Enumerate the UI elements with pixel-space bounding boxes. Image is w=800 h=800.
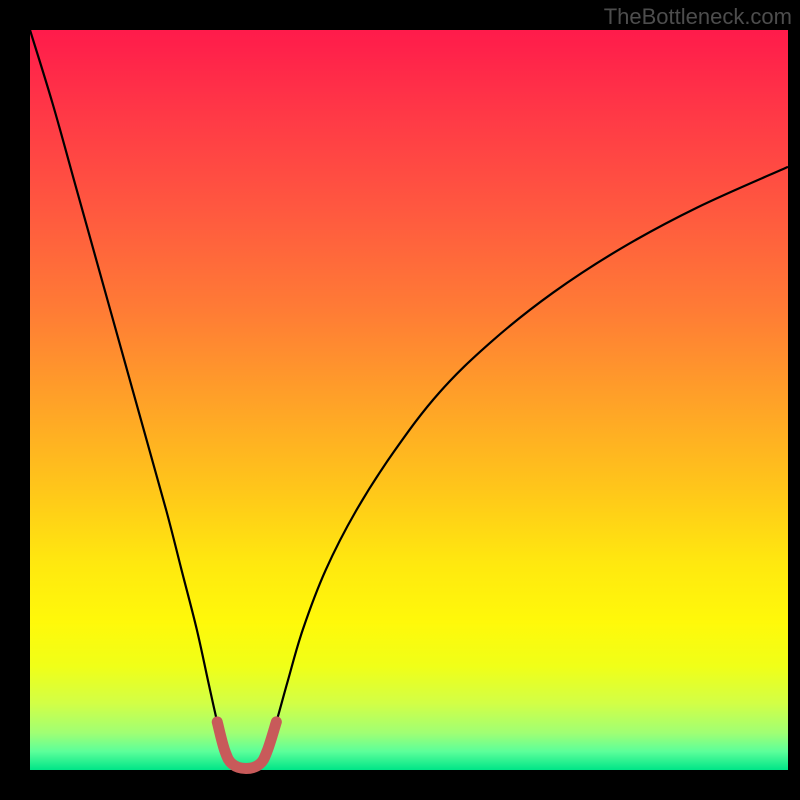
plot-area: [30, 30, 788, 770]
bottleneck-chart: [0, 0, 800, 800]
watermark-text: TheBottleneck.com: [604, 4, 792, 30]
chart-container: TheBottleneck.com: [0, 0, 800, 800]
